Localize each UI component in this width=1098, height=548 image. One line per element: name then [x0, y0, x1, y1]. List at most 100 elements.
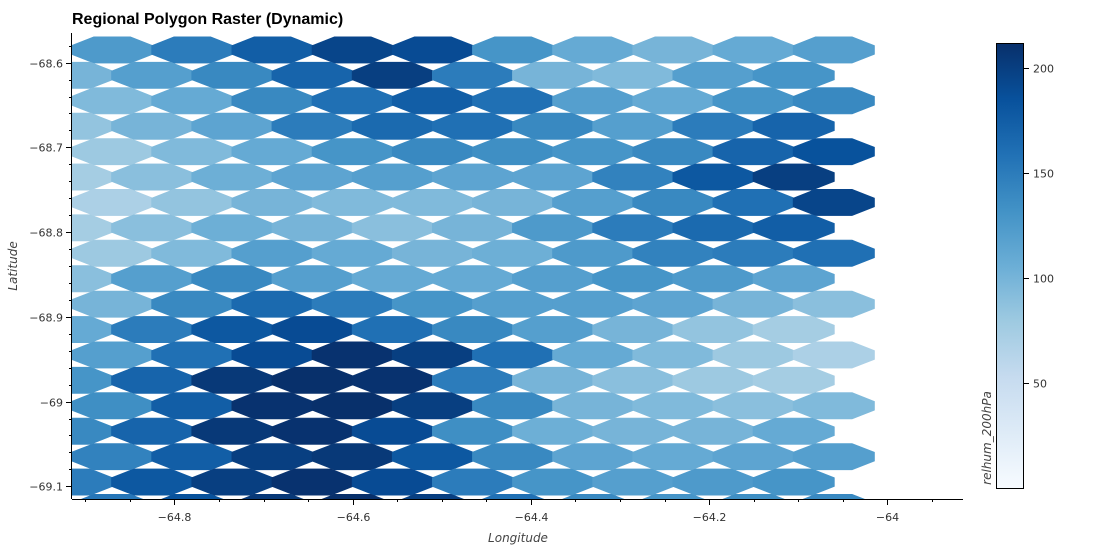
y-tick-label: −69 [40, 397, 63, 410]
hex-cell [712, 138, 795, 166]
hex-cell [311, 341, 394, 369]
hex-cell [672, 163, 755, 191]
hex-cell [552, 392, 635, 420]
hex-cell [632, 189, 715, 216]
hex-cell [512, 214, 595, 242]
hex-cell [672, 316, 755, 344]
hex-cell [111, 61, 194, 89]
hex-cell [391, 443, 474, 471]
hex-cell [792, 189, 875, 216]
hex-cell [391, 392, 474, 420]
hex-cell [391, 36, 474, 64]
hex-cell [592, 163, 675, 191]
hex-cell [271, 112, 354, 140]
hex-cell [351, 265, 434, 293]
chart-title: Regional Polygon Raster (Dynamic) [72, 11, 343, 28]
hex-cell [72, 239, 154, 267]
x-tick-label: −64 [876, 511, 899, 524]
hex-cell [672, 265, 755, 293]
hex-cell [752, 468, 835, 496]
hex-cell [271, 468, 354, 496]
hex-cell [391, 87, 474, 115]
hex-cell [271, 316, 354, 344]
hex-cell [672, 61, 755, 89]
hex-cell [351, 112, 434, 140]
hex-cell [391, 290, 474, 318]
hex-cell [592, 61, 675, 89]
hex-cell [632, 443, 715, 471]
hex-cell [712, 392, 795, 420]
hex-cell [672, 366, 755, 394]
hex-cell [431, 468, 514, 496]
hex-cell [632, 341, 715, 369]
hex-cell [752, 417, 835, 445]
colorbar-label: relhum_200hPa [980, 391, 994, 485]
hex-cell [151, 189, 234, 216]
hex-cell [632, 138, 715, 166]
hex-cell [472, 239, 555, 267]
hex-cell [792, 87, 875, 115]
hex-cell [712, 87, 795, 115]
hex-cell [231, 392, 314, 420]
hex-cell [231, 341, 314, 369]
colorbar-tick-label: 200 [1033, 63, 1054, 76]
hex-cell [642, 493, 705, 499]
hex-cell [351, 468, 434, 496]
hex-cell [191, 316, 274, 344]
hex-cell [802, 493, 865, 499]
hex-cell [592, 265, 675, 293]
hex-cell [241, 493, 304, 499]
x-axis-label: Longitude [488, 531, 548, 545]
hex-cell [151, 443, 234, 471]
hex-cell [231, 443, 314, 471]
hex-cell [512, 366, 595, 394]
hex-cell [472, 36, 555, 64]
hex-cell [151, 87, 234, 115]
hex-cell [271, 366, 354, 394]
colorbar-tick-label: 100 [1033, 273, 1054, 286]
hex-cell [722, 493, 785, 499]
hex-cell [472, 138, 555, 166]
hex-cell [431, 163, 514, 191]
hex-cell [321, 493, 384, 499]
hex-cell [72, 36, 154, 64]
hex-cell [151, 138, 234, 166]
hex-cell [111, 316, 194, 344]
hex-cell [231, 189, 314, 216]
hex-cell [231, 36, 314, 64]
x-tick-label: −64.4 [515, 511, 549, 524]
hex-cell [672, 417, 755, 445]
colorbar-ticks: 50 100 150 200 [1024, 63, 1054, 391]
hex-cells [72, 36, 875, 499]
hex-cell [311, 36, 394, 64]
x-axis: −64.8 −64.6 −64.4 −64.2 −64 [72, 499, 963, 524]
hex-cell [472, 290, 555, 318]
hex-cell [231, 239, 314, 267]
hex-cell [552, 290, 635, 318]
hex-cell [391, 138, 474, 166]
hex-cell [351, 163, 434, 191]
hex-cell [632, 239, 715, 267]
hex-cell [351, 316, 434, 344]
hex-cell [351, 366, 434, 394]
hex-cell [191, 417, 274, 445]
hex-cell [562, 493, 625, 499]
hex-cell [151, 392, 234, 420]
hex-cell [512, 468, 595, 496]
hex-cell [191, 265, 274, 293]
hex-cell [391, 189, 474, 216]
hex-cell [552, 87, 635, 115]
hex-cell [712, 239, 795, 267]
hex-cell [431, 417, 514, 445]
hex-cell [472, 189, 555, 216]
hex-cell [472, 443, 555, 471]
hex-cell [431, 214, 514, 242]
hex-cell [472, 392, 555, 420]
hex-cell [72, 443, 154, 471]
hex-cell [472, 341, 555, 369]
hex-cell [72, 138, 154, 166]
hex-cell [592, 468, 675, 496]
colorbar-tick-label: 50 [1033, 378, 1047, 391]
hex-cell [72, 341, 154, 369]
hex-cell [752, 112, 835, 140]
